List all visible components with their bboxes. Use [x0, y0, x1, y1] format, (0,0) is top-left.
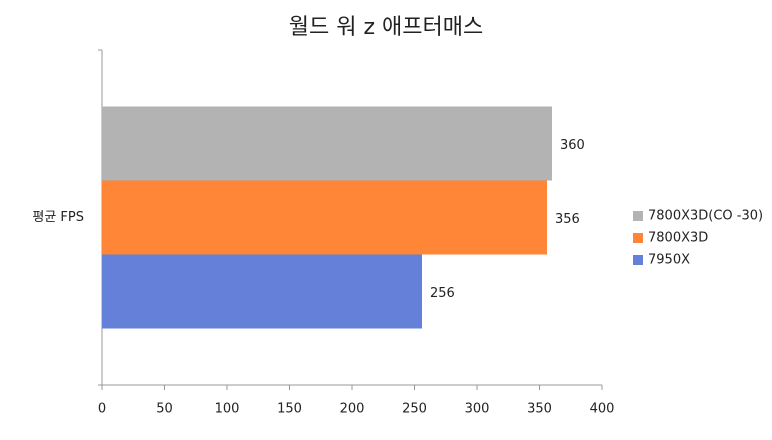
legend-swatch — [633, 255, 643, 265]
legend-swatch — [633, 211, 643, 221]
legend-label: 7800X3D(CO -30) — [648, 209, 763, 224]
data-label: 356 — [555, 212, 580, 227]
y-tick-label: 평균 FPS — [32, 210, 84, 225]
legend-label: 7950X — [648, 253, 690, 268]
x-tick-label: 50 — [156, 402, 173, 417]
x-tick-label: 0 — [98, 402, 106, 417]
legend-label: 7800X3D — [648, 231, 708, 246]
chart-title: 월드 워 z 애프터매스 — [289, 15, 483, 40]
x-tick-label: 400 — [590, 402, 615, 417]
bar — [102, 254, 422, 329]
data-label: 256 — [430, 286, 455, 301]
x-tick-label: 300 — [465, 402, 490, 417]
bar — [102, 106, 552, 181]
bar — [102, 180, 547, 255]
legend-swatch — [633, 233, 643, 243]
x-tick-label: 350 — [527, 402, 552, 417]
x-tick-label: 250 — [402, 402, 427, 417]
x-tick-label: 150 — [277, 402, 302, 417]
x-tick-label: 200 — [340, 402, 365, 417]
x-tick-label: 100 — [215, 402, 240, 417]
data-label: 360 — [560, 138, 585, 153]
